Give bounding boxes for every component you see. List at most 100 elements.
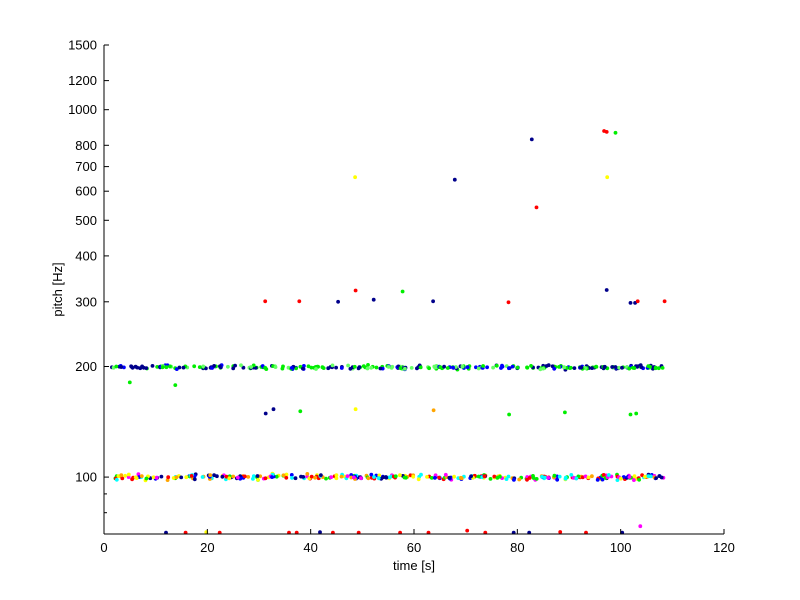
data-point bbox=[290, 476, 294, 480]
x-axis-label: time [s] bbox=[393, 558, 435, 573]
data-point bbox=[579, 365, 584, 370]
data-point bbox=[309, 474, 314, 479]
data-point bbox=[378, 366, 383, 371]
data-point bbox=[289, 473, 294, 477]
data-point bbox=[529, 364, 533, 368]
data-point bbox=[419, 472, 423, 477]
data-point bbox=[334, 365, 338, 370]
data-point bbox=[204, 366, 208, 371]
data-point bbox=[534, 205, 539, 210]
data-point bbox=[144, 476, 149, 481]
y-tick-label: 700 bbox=[75, 159, 97, 174]
data-point bbox=[159, 474, 164, 479]
data-point bbox=[546, 475, 551, 480]
data-point bbox=[274, 474, 279, 479]
data-point bbox=[469, 474, 473, 479]
data-point bbox=[656, 366, 661, 371]
y-tick-label: 300 bbox=[75, 294, 97, 309]
data-point bbox=[224, 474, 229, 479]
data-point bbox=[510, 364, 515, 369]
data-point bbox=[557, 474, 562, 479]
data-point bbox=[255, 474, 260, 478]
data-point bbox=[638, 524, 643, 529]
data-point bbox=[476, 366, 481, 371]
data-point bbox=[506, 474, 511, 479]
data-point bbox=[326, 366, 331, 371]
data-point bbox=[231, 366, 236, 371]
data-point bbox=[318, 530, 322, 535]
data-point bbox=[525, 365, 529, 370]
data-point bbox=[334, 476, 339, 481]
data-point bbox=[433, 365, 437, 370]
data-point bbox=[189, 474, 194, 478]
data-point bbox=[119, 365, 123, 369]
data-point bbox=[284, 475, 289, 480]
data-point bbox=[557, 365, 561, 369]
data-point bbox=[339, 366, 344, 370]
x-tick-label: 40 bbox=[303, 540, 317, 555]
data-point bbox=[452, 474, 456, 479]
data-point bbox=[263, 411, 268, 416]
data-point bbox=[197, 365, 202, 369]
data-point bbox=[200, 475, 205, 479]
data-point bbox=[141, 365, 146, 370]
data-point bbox=[212, 364, 217, 368]
data-point bbox=[643, 474, 647, 479]
data-point bbox=[613, 365, 618, 369]
data-point bbox=[451, 365, 455, 370]
data-point bbox=[601, 473, 606, 477]
data-point bbox=[465, 528, 470, 533]
data-point bbox=[590, 474, 594, 479]
data-point bbox=[662, 299, 667, 304]
data-point bbox=[555, 477, 560, 482]
data-point bbox=[558, 530, 563, 534]
data-point bbox=[586, 475, 591, 480]
data-point bbox=[574, 476, 579, 481]
data-point bbox=[442, 364, 446, 369]
data-point bbox=[320, 365, 325, 370]
x-tick-label: 120 bbox=[713, 540, 735, 555]
data-point bbox=[119, 473, 124, 478]
data-point bbox=[538, 367, 543, 372]
y-tick-label: 400 bbox=[75, 248, 97, 263]
data-point bbox=[476, 474, 481, 479]
data-point bbox=[393, 474, 398, 479]
data-point bbox=[654, 476, 658, 480]
data-point bbox=[349, 475, 354, 480]
data-point bbox=[179, 475, 184, 480]
data-point bbox=[404, 475, 408, 480]
data-point bbox=[130, 365, 134, 369]
data-point bbox=[452, 177, 457, 182]
data-point bbox=[488, 477, 493, 481]
data-point bbox=[499, 366, 503, 370]
data-point bbox=[400, 289, 405, 294]
data-point bbox=[371, 297, 376, 302]
data-point bbox=[628, 301, 633, 305]
y-tick-label: 600 bbox=[75, 184, 97, 199]
data-point bbox=[433, 476, 437, 480]
data-point bbox=[173, 383, 178, 387]
data-point bbox=[646, 364, 651, 368]
y-tick-label: 1000 bbox=[68, 102, 97, 117]
data-point bbox=[563, 475, 568, 480]
data-point bbox=[606, 473, 611, 477]
data-point bbox=[339, 474, 344, 479]
data-point bbox=[270, 475, 274, 479]
data-point bbox=[634, 411, 639, 416]
data-point bbox=[460, 364, 465, 369]
data-point bbox=[231, 474, 236, 479]
data-point bbox=[485, 365, 489, 370]
data-point bbox=[635, 299, 640, 304]
data-point bbox=[494, 363, 499, 368]
data-point bbox=[235, 475, 240, 480]
data-point bbox=[154, 475, 159, 480]
data-point bbox=[512, 478, 516, 482]
data-point bbox=[398, 473, 402, 478]
x-tick-label: 80 bbox=[510, 540, 524, 555]
data-point bbox=[632, 474, 637, 479]
data-point bbox=[563, 410, 567, 415]
data-point bbox=[324, 476, 328, 481]
data-point bbox=[595, 478, 600, 482]
data-point bbox=[273, 365, 278, 369]
